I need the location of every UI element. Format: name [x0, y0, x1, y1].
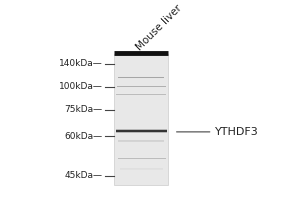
Text: 60kDa—: 60kDa—	[64, 132, 102, 141]
Bar	[114, 54, 168, 185]
Text: 100kDa—: 100kDa—	[58, 82, 102, 91]
Text: 45kDa—: 45kDa—	[64, 171, 102, 180]
Text: YTHDF3: YTHDF3	[177, 127, 259, 137]
Text: 75kDa—: 75kDa—	[64, 105, 102, 114]
Text: 140kDa—: 140kDa—	[59, 59, 102, 68]
Text: Mouse liver: Mouse liver	[134, 3, 183, 52]
